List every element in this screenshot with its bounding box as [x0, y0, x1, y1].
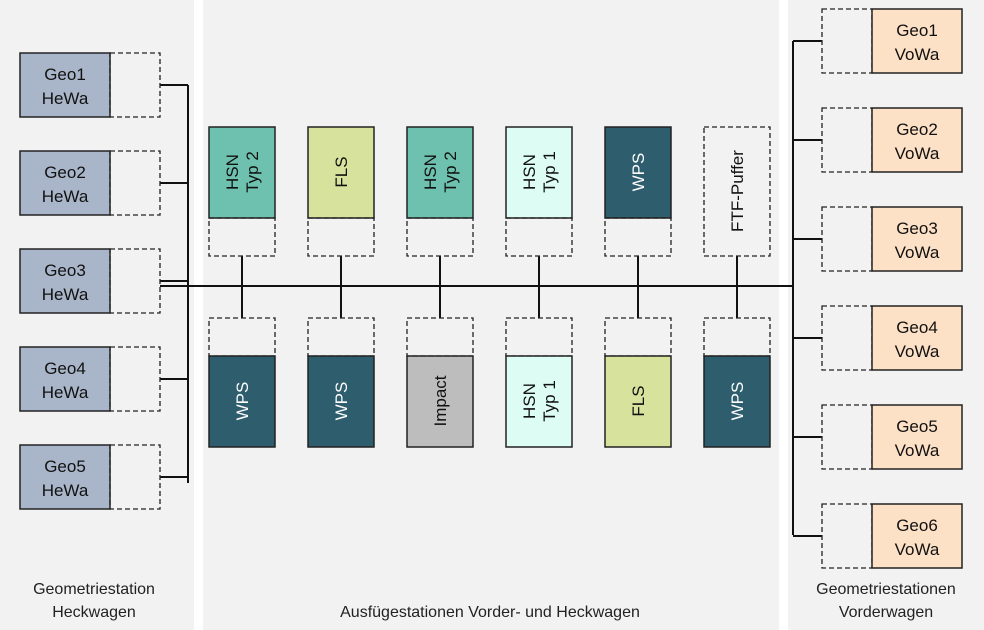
geo-heck-station-box: [19, 444, 111, 510]
caption-center: Ausfügestationen Vorder- und Heckwagen: [340, 604, 640, 621]
bottom-station-box: [703, 355, 771, 448]
geo-heck-station-label: HeWa: [42, 89, 89, 108]
geo-vorder-station-label: VoWa: [895, 441, 940, 460]
geo-heck-station-box: [19, 346, 111, 412]
geo-vorder-station-box: [871, 503, 963, 569]
geo-vorder-station-label: Geo2: [896, 120, 938, 139]
geo-heck-station-label: Geo5: [44, 457, 86, 476]
top-station-label-line: Typ 2: [441, 151, 460, 193]
top-station-box: [505, 126, 573, 219]
ftf-buffer-label: FTF-Puffer: [728, 150, 747, 232]
right-stations: Geo1 VoWa Geo2 VoWa Geo3 VoWa Geo4 VoWa Geo5 VoWa…: [821, 8, 963, 569]
top-station-label-line: HSN: [421, 154, 440, 190]
bottom-station-label-line: WPS: [233, 382, 252, 421]
geo-vorder-station-label: Geo6: [896, 516, 938, 535]
geo-vorder-station-label: VoWa: [895, 144, 940, 163]
geo-heck-station-box: [19, 248, 111, 314]
top-station-label-line: HSN: [223, 154, 242, 190]
bottom-station-box: [604, 355, 672, 448]
geo-vorder-station-box: [871, 206, 963, 272]
top-station-placeholder-box: [505, 217, 573, 257]
geo-vorder-station-label: VoWa: [895, 540, 940, 559]
bottom-stations: WPS WPS Impact HSN Typ 1 FLS WPS: [208, 317, 771, 448]
ftf-buffer-label-line: FTF-Puffer: [728, 150, 747, 232]
geo-vorder-station-label: VoWa: [895, 243, 940, 262]
top-station-placeholder-box: [406, 217, 474, 257]
bottom-station-label-line: Impact: [431, 375, 450, 426]
geo-heck-station-box: [19, 52, 111, 118]
top-station-label: HSN Typ 2: [421, 151, 460, 193]
geo-vorder-station-label: VoWa: [895, 342, 940, 361]
caption-right-line1: Geometriestationen: [816, 581, 956, 598]
geo-vorder-station-label: Geo4: [896, 318, 938, 337]
geo-heck-placeholder-box: [109, 150, 161, 216]
geo-vorder-station-label: VoWa: [895, 45, 940, 64]
top-station-label: FLS: [332, 156, 351, 187]
top-station-label-line: Typ 2: [243, 151, 262, 193]
top-station-label: WPS: [629, 153, 648, 192]
geo-vorder-station-box: [871, 404, 963, 470]
geo-vorder-station-box: [871, 8, 963, 74]
top-station-box: [307, 126, 375, 219]
top-station-box: [406, 126, 474, 219]
bottom-station-box: [505, 355, 573, 448]
bottom-station-label-line: WPS: [332, 382, 351, 421]
ftf-buffer-box: [703, 126, 771, 257]
geo-heck-placeholder-box: [109, 52, 161, 118]
bottom-station-label-line: HSN: [520, 383, 539, 419]
left-stations: Geo1 HeWa Geo2 HeWa Geo3 HeWa Geo4 HeWa Geo5 HeWa: [19, 52, 161, 510]
bottom-station-label: WPS: [332, 382, 351, 421]
bottom-station-box: [307, 355, 375, 448]
geo-heck-station-label: Geo4: [44, 359, 86, 378]
geo-heck-station-label: Geo3: [44, 261, 86, 280]
geo-heck-station-label: HeWa: [42, 285, 89, 304]
top-station-label: HSN Typ 1: [520, 151, 559, 193]
top-station-label-line: FLS: [332, 156, 351, 187]
top-station-label-line: HSN: [520, 154, 539, 190]
top-station-placeholder-box: [208, 217, 276, 257]
bottom-station-label: Impact: [431, 375, 450, 426]
bottom-station-label-line: FLS: [629, 385, 648, 416]
top-station-label-line: Typ 1: [540, 151, 559, 193]
bottom-station-label: HSN Typ 1: [520, 380, 559, 422]
bottom-station-box: [208, 355, 276, 448]
caption-right-line2: Vorderwagen: [839, 604, 933, 621]
connectors: [160, 40, 822, 537]
top-station-placeholder-box: [307, 217, 375, 257]
bottom-station-label-line: Typ 1: [540, 380, 559, 422]
geo-heck-station-label: HeWa: [42, 383, 89, 402]
bottom-station-label: WPS: [728, 382, 747, 421]
top-stations: HSN Typ 2 FLS HSN Typ 2 HSN Typ 1 WPS FTF-Puffer: [208, 126, 771, 257]
geo-heck-placeholder-box: [109, 444, 161, 510]
top-station-label: HSN Typ 2: [223, 151, 262, 193]
bottom-station-label: WPS: [233, 382, 252, 421]
caption-left-line1: Geometriestation: [33, 581, 155, 598]
bottom-station-label: FLS: [629, 385, 648, 416]
top-station-box: [208, 126, 276, 219]
center-panel: [203, 0, 779, 630]
bottom-station-box: [406, 355, 474, 448]
top-station-placeholder-box: [604, 217, 672, 257]
geo-vorder-station-label: Geo1: [896, 21, 938, 40]
geo-heck-station-box: [19, 150, 111, 216]
top-station-label-line: WPS: [629, 153, 648, 192]
geo-vorder-station-box: [871, 107, 963, 173]
geo-heck-station-label: Geo2: [44, 163, 86, 182]
geo-heck-station-label: HeWa: [42, 187, 89, 206]
geo-heck-placeholder-box: [109, 346, 161, 412]
geo-heck-placeholder-box: [109, 248, 161, 314]
bottom-station-label-line: WPS: [728, 382, 747, 421]
top-station-box: [604, 126, 672, 219]
geo-heck-station-label: HeWa: [42, 481, 89, 500]
geo-vorder-station-box: [871, 305, 963, 371]
geo-vorder-station-label: Geo3: [896, 219, 938, 238]
geo-vorder-station-label: Geo5: [896, 417, 938, 436]
caption-left-line2: Heckwagen: [52, 604, 136, 621]
geo-heck-station-label: Geo1: [44, 65, 86, 84]
